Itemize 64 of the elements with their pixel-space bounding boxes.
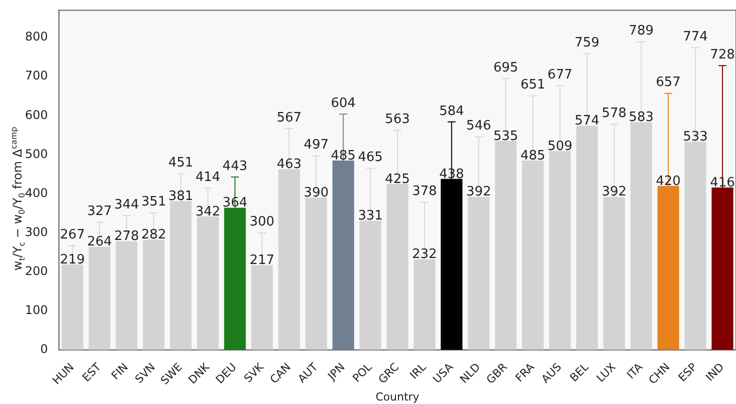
x-tick-label: FIN (108, 360, 131, 382)
annotation: 414 (195, 170, 220, 186)
x-tick-label: IRL (407, 360, 430, 382)
annotation: 267 (60, 228, 85, 243)
y-tick-label: 300 (25, 224, 48, 239)
x-tick-label: BEL (567, 360, 592, 384)
annotation: 567 (276, 110, 302, 126)
data-label: 278 (114, 229, 140, 244)
data-label: 509 (548, 139, 572, 154)
y-tick-label: 200 (25, 264, 48, 278)
data-label: 535 (493, 128, 518, 144)
annotation: 327 (87, 204, 112, 220)
annotation: 759 (574, 35, 600, 50)
annotation: 677 (548, 67, 572, 82)
data-label: 331 (358, 208, 383, 224)
data-label: 264 (87, 234, 112, 250)
y-tick-label: 100 (25, 303, 48, 317)
data-label: 425 (385, 172, 410, 187)
x-tick-label: FRA (512, 360, 538, 385)
data-label: 392 (602, 184, 627, 200)
data-label: 574 (574, 114, 600, 129)
data-label: 282 (141, 228, 166, 243)
annotation: 465 (358, 150, 383, 166)
data-label: 219 (60, 252, 85, 268)
x-tick-label: ITA (624, 360, 646, 382)
y-tick-label: 800 (25, 30, 48, 44)
data-label: 533 (682, 130, 708, 145)
data-label: 381 (168, 189, 194, 204)
annotation: 584 (439, 104, 464, 119)
annotation: 351 (141, 194, 166, 210)
y-tick-label: 600 (25, 108, 48, 122)
annotation: 546 (466, 118, 492, 134)
annotation: 789 (628, 24, 654, 39)
y-tick-label: 0 (40, 342, 48, 356)
y-tick-label: 500 (25, 146, 48, 161)
x-tick-label: POL (350, 360, 376, 385)
annotation: 497 (304, 138, 329, 153)
y-tick-label: 700 (25, 68, 48, 83)
data-label: 217 (250, 253, 274, 268)
annotation: 563 (385, 112, 410, 127)
data-label: 583 (628, 110, 654, 126)
x-axis-title: Country (376, 390, 420, 404)
data-label: 463 (276, 157, 302, 172)
annotation: 695 (493, 60, 518, 76)
data-label: 392 (466, 184, 492, 200)
annotation: 451 (168, 156, 194, 171)
x-tick-label: IND (703, 360, 727, 384)
annotation: 774 (682, 30, 708, 45)
annotation: 443 (222, 158, 248, 174)
annotation: 728 (710, 48, 735, 63)
y-tick-label: 400 (25, 186, 48, 200)
annotation: 344 (114, 197, 140, 212)
data-label: 342 (195, 204, 220, 220)
data-label: 232 (412, 247, 437, 262)
annotation: 657 (656, 75, 681, 90)
data-label: 390 (304, 186, 329, 201)
data-label: 485 (520, 148, 546, 164)
annotation: 604 (330, 96, 356, 111)
annotation: 378 (412, 184, 437, 200)
x-tick-label: USA (430, 360, 456, 386)
annotation: 578 (602, 106, 627, 122)
annotation: 651 (520, 78, 546, 93)
x-tick-label: ESP (676, 360, 700, 384)
annotation: 300 (250, 214, 274, 230)
